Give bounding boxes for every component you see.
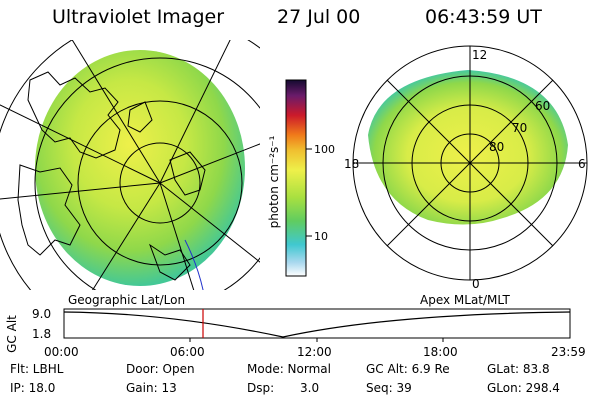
colorbar-gradient (285, 79, 307, 277)
mlat-label-80: 80 (489, 140, 504, 154)
altitude-axis-label: GC Alt (5, 315, 19, 353)
geographic-panel-label: Geographic Lat/Lon (68, 293, 186, 307)
longitude-line (0, 182, 161, 200)
colorbar-tick-label-100: 100 (314, 143, 335, 156)
longitude-line (71, 40, 161, 184)
mlat-label-60: 60 (535, 99, 550, 113)
instrument-title: Ultraviolet Imager (52, 6, 225, 28)
latitude-circle (77, 100, 243, 266)
seq-readout: Seq: 39 (366, 381, 412, 395)
filter-readout: Flt: LBHL (10, 362, 64, 376)
gc-alt-readout: GC Alt: 6.9 Re (366, 362, 450, 376)
mlt-label-bottom: 0 (472, 277, 480, 290)
x-tick-label: 06:00 (170, 345, 205, 359)
door-readout: Door: Open (126, 362, 195, 376)
geographic-image-panel (0, 40, 260, 290)
colorbar: 100 10 photon cm⁻²s⁻¹ (267, 79, 335, 277)
x-tick-label: 00:00 (44, 345, 79, 359)
longitude-line (0, 104, 161, 184)
coastline (169, 151, 206, 196)
altitude-curve (63, 311, 571, 338)
latitude-circle (34, 57, 260, 290)
longitude-line (159, 182, 260, 263)
gain-readout: Gain: 13 (126, 381, 177, 395)
dsp-label: Dsp: (247, 381, 275, 395)
mlt-label-left: 18 (344, 157, 359, 171)
glat-readout: GLat: 83.8 (487, 362, 550, 376)
mlt-label-top: 12 (472, 48, 487, 62)
x-tick-label: 12:00 (297, 345, 332, 359)
apex-polar-plot: 80 70 60 12 0 18 6 (344, 45, 588, 290)
mlt-line (386, 79, 554, 247)
altitude-plot: GC Alt 9.0 1.8 00:00 06:00 12:00 18:00 2… (5, 307, 586, 359)
uv-emission-disk (35, 50, 245, 286)
colorbar-tick-label-10: 10 (314, 230, 328, 243)
altitude-y-bottom: 1.8 (32, 327, 51, 341)
longitude-line (159, 182, 195, 290)
colorbar-unit-label: photon cm⁻²s⁻¹ (267, 135, 281, 228)
coastline (148, 243, 191, 281)
coastline (17, 164, 81, 256)
apex-panel-label: Apex MLat/MLT (420, 293, 510, 307)
mlat-label-70: 70 (512, 121, 527, 135)
dsp-value: 3.0 (300, 381, 320, 395)
glon-readout: GLon: 298.4 (487, 381, 560, 395)
coastline (27, 71, 121, 159)
longitude-line (159, 40, 231, 184)
mode-readout: Mode: Normal (247, 362, 331, 376)
mlt-label-right: 6 (578, 157, 586, 171)
image-time: 06:43:59 UT (425, 6, 542, 28)
x-tick-label: 23:59 (551, 345, 586, 359)
image-date: 27 Jul 00 (277, 6, 361, 28)
ip-readout: IP: 18.0 (10, 381, 56, 395)
auroral-oval (368, 70, 568, 225)
altitude-y-top: 9.0 (32, 307, 51, 321)
longitude-line (159, 143, 260, 184)
longitude-line (92, 182, 161, 290)
terminator-line (184, 239, 204, 290)
latitude-circle (119, 142, 201, 224)
x-tick-label: 18:00 (423, 345, 458, 359)
